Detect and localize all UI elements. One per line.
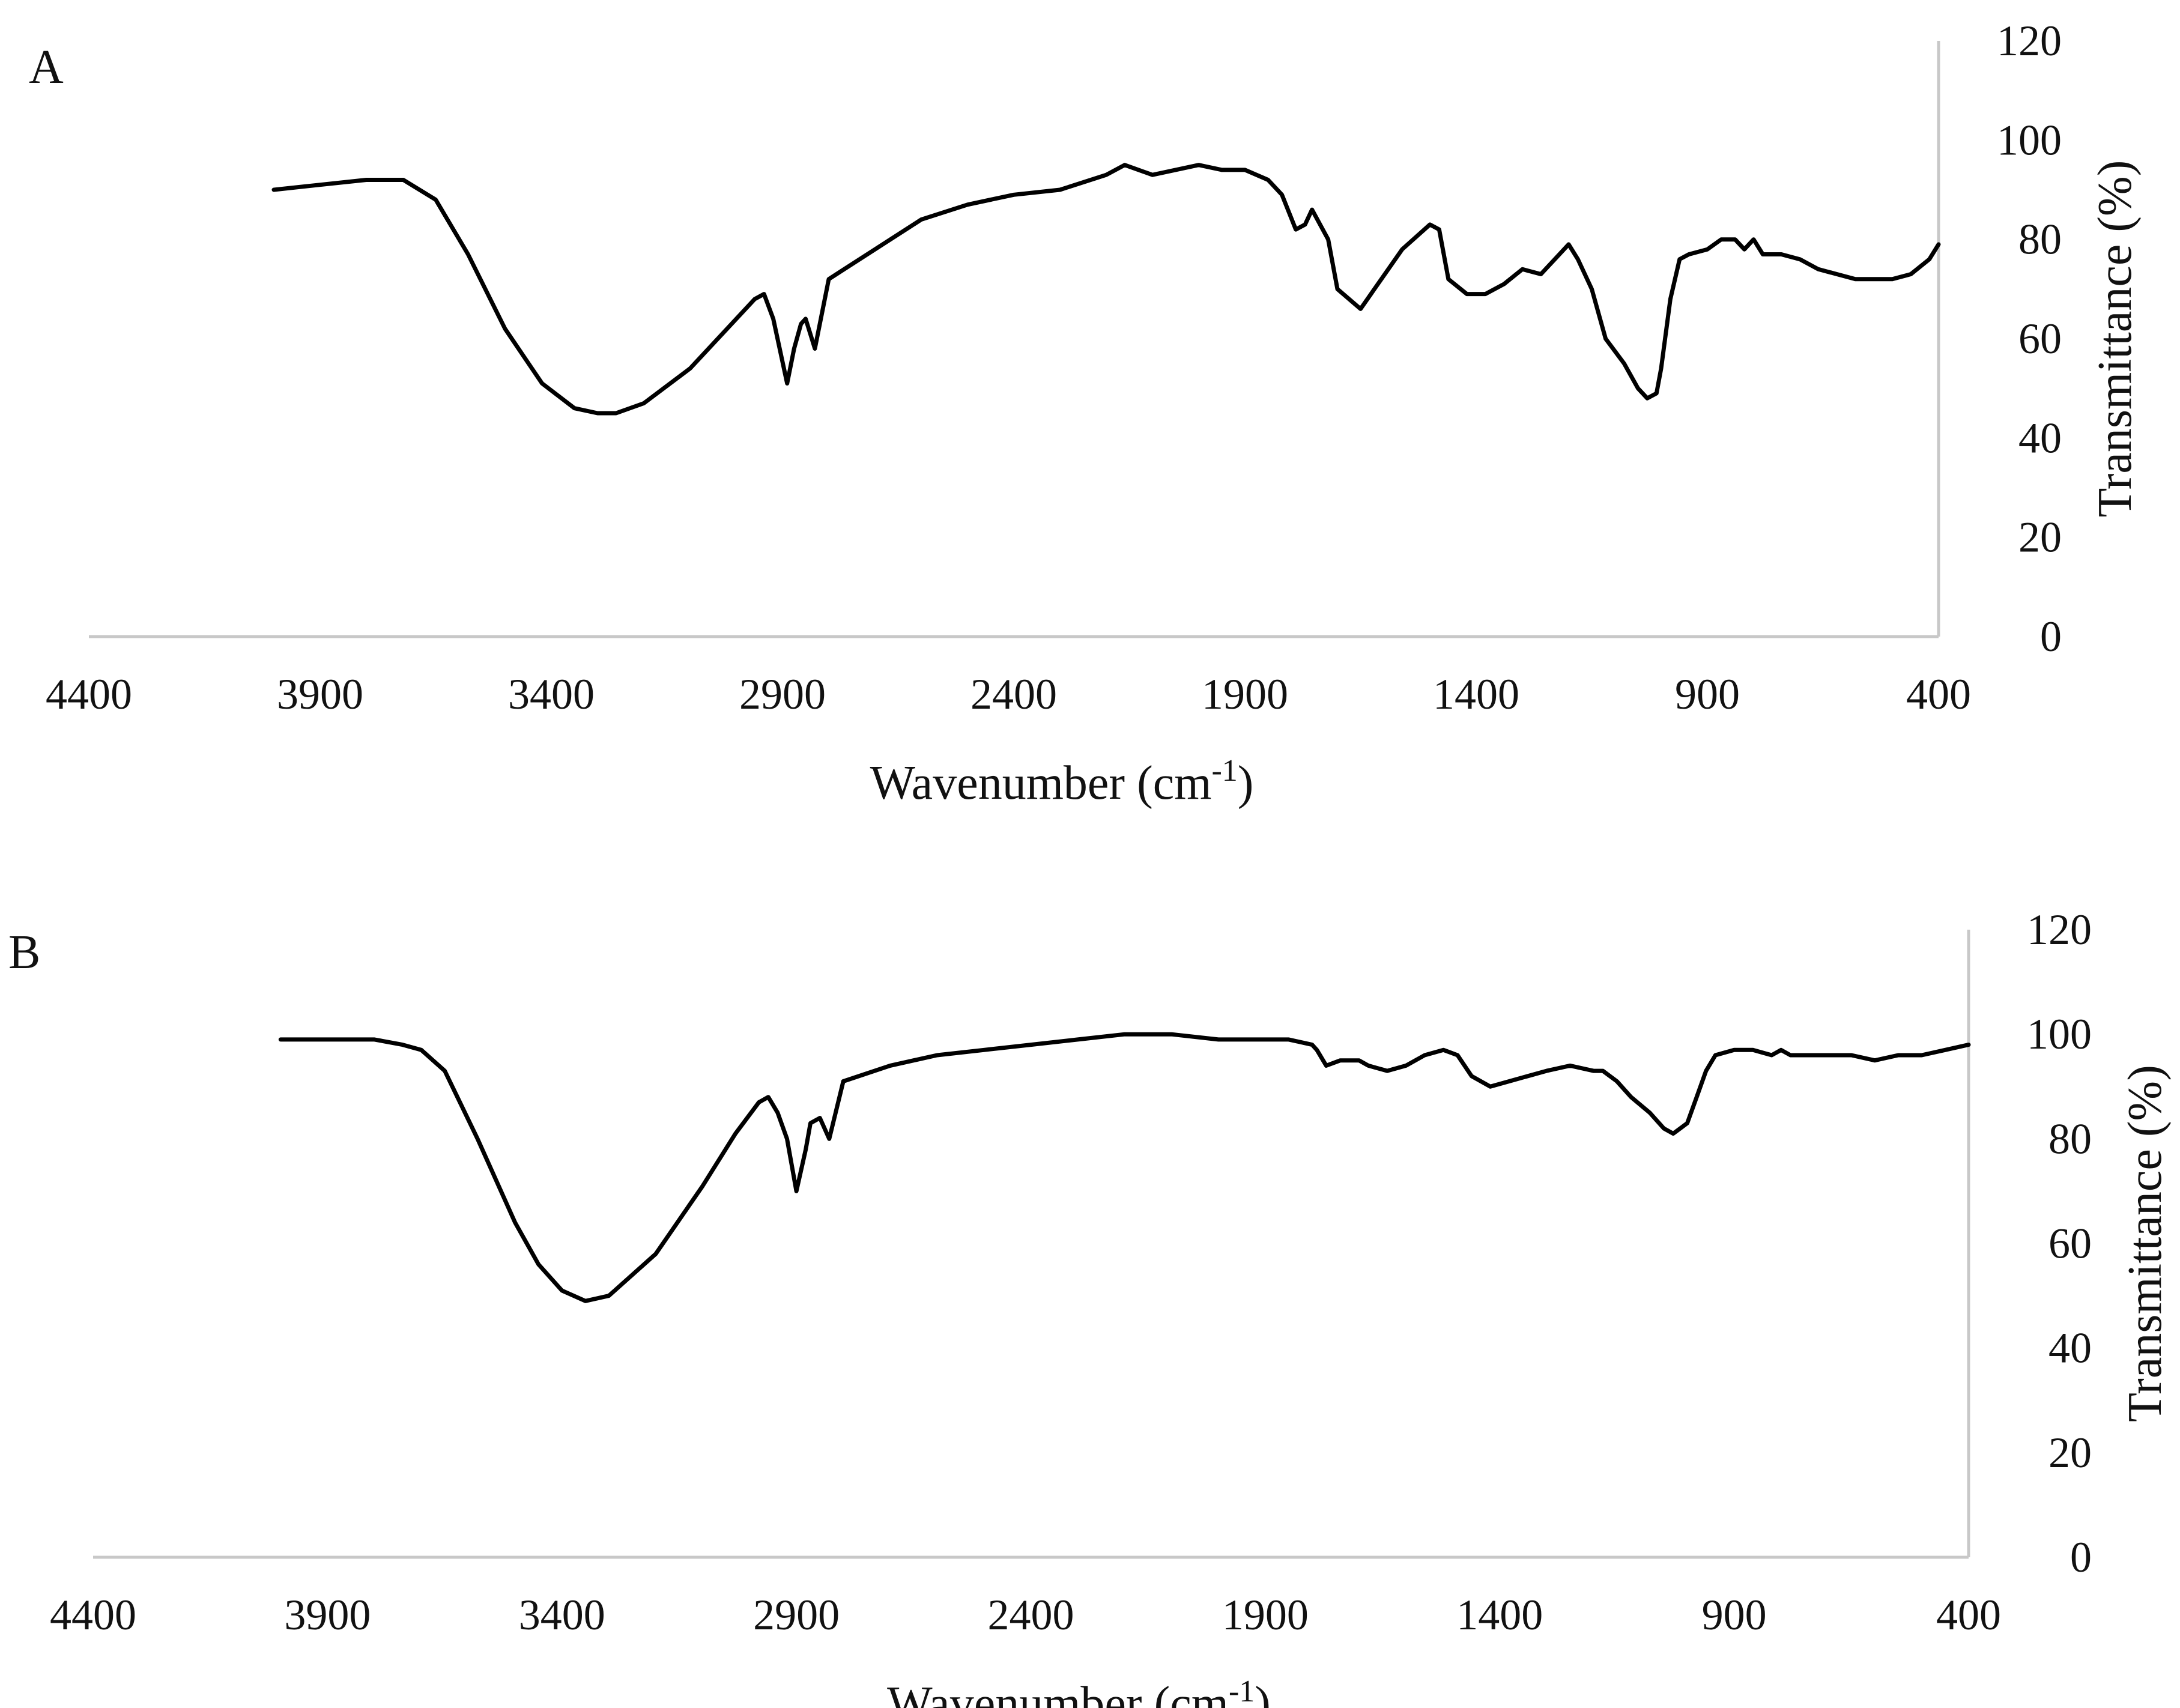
- x-tick-label: 1900: [1202, 670, 1288, 718]
- y-tick-label: 120: [1997, 17, 2062, 65]
- x-tick-label: 3400: [508, 670, 595, 718]
- x-axis-title: Wavenumber (cm-1): [870, 754, 1254, 810]
- x-tick-label: 2900: [753, 1591, 840, 1639]
- spectrum-line: [271, 163, 1941, 416]
- spectrum-line: [278, 1032, 1971, 1303]
- chart-panel-b: B 4400 3900 3400 2900 2400 1900 1400 900 400 0 20 40…: [8, 906, 2172, 1708]
- chart-panel-a: A 4400 3900 3400 2900 2400 1900 1400 900 400 0 20 40…: [29, 17, 2142, 810]
- x-tick-label: 400: [1936, 1591, 2001, 1639]
- y-tick-label: 80: [2018, 216, 2062, 264]
- y-tick-label: 100: [2027, 1010, 2092, 1058]
- x-tick-label: 1900: [1222, 1591, 1309, 1639]
- x-tick-label: 4400: [50, 1591, 136, 1639]
- x-tick-label: 2400: [988, 1591, 1074, 1639]
- x-tick-label: 4400: [46, 670, 132, 718]
- y-tick-label: 60: [2018, 315, 2062, 363]
- y-tick-label: 60: [2048, 1220, 2092, 1268]
- y-tick-label: 0: [2040, 613, 2062, 661]
- x-axis-title: Wavenumber (cm-1): [887, 1674, 1271, 1708]
- x-tick-label: 2900: [739, 670, 826, 718]
- x-tick-label: 1400: [1433, 670, 1519, 718]
- x-tick-label: 900: [1675, 670, 1740, 718]
- y-tick-label: 80: [2048, 1115, 2092, 1163]
- y-tick-label: 40: [2048, 1324, 2092, 1372]
- x-tick-label: 900: [1702, 1591, 1767, 1639]
- y-tick-label: 100: [1997, 116, 2062, 164]
- x-tick-label: 3900: [277, 670, 363, 718]
- x-tick-label: 1400: [1456, 1591, 1543, 1639]
- y-tick-label: 20: [2048, 1429, 2092, 1477]
- x-tick-label: 3400: [519, 1591, 605, 1639]
- x-tick-label: 2400: [970, 670, 1057, 718]
- y-tick-label: 0: [2070, 1533, 2092, 1581]
- y-tick-label: 20: [2018, 513, 2062, 562]
- y-axis-title: Transmittance (%): [2089, 160, 2142, 518]
- y-axis-title: Transmittance (%): [2119, 1065, 2172, 1422]
- panel-label: A: [29, 41, 64, 94]
- x-tick-label: 400: [1906, 670, 1971, 718]
- panel-label: B: [8, 926, 40, 979]
- x-tick-label: 3900: [284, 1591, 371, 1639]
- y-tick-label: 40: [2018, 414, 2062, 462]
- y-tick-label: 120: [2027, 906, 2092, 954]
